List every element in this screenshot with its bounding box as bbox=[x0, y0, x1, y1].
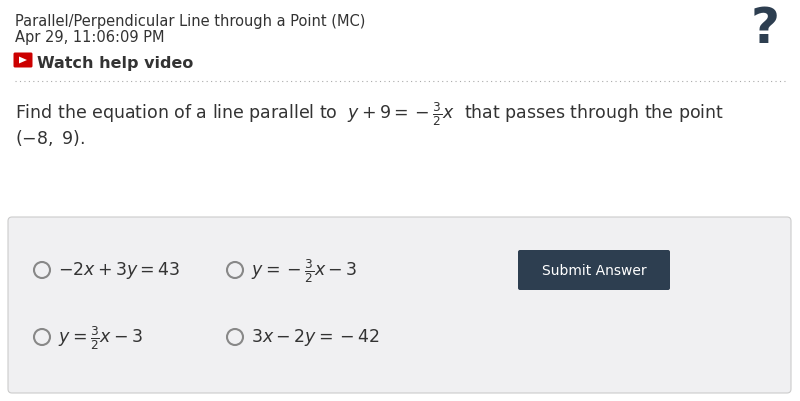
Text: $y = \frac{3}{2}x - 3$: $y = \frac{3}{2}x - 3$ bbox=[58, 323, 143, 351]
Text: $(-8,\ 9)$.: $(-8,\ 9)$. bbox=[15, 128, 86, 148]
Text: Parallel/Perpendicular Line through a Point (MC): Parallel/Perpendicular Line through a Po… bbox=[15, 14, 366, 29]
Text: Watch help video: Watch help video bbox=[37, 56, 194, 71]
Text: $-2x + 3y = 43$: $-2x + 3y = 43$ bbox=[58, 260, 181, 281]
FancyBboxPatch shape bbox=[8, 217, 791, 393]
Text: Find the equation of a line parallel to  $y + 9 = -\frac{3}{2}x$  that passes th: Find the equation of a line parallel to … bbox=[15, 100, 724, 127]
Text: ?: ? bbox=[750, 5, 779, 53]
Text: $y = -\frac{3}{2}x - 3$: $y = -\frac{3}{2}x - 3$ bbox=[251, 257, 358, 284]
Text: Submit Answer: Submit Answer bbox=[542, 263, 646, 277]
FancyBboxPatch shape bbox=[14, 53, 33, 68]
Polygon shape bbox=[19, 57, 27, 64]
FancyBboxPatch shape bbox=[518, 250, 670, 290]
Text: Apr 29, 11:06:09 PM: Apr 29, 11:06:09 PM bbox=[15, 30, 165, 45]
Text: $3x - 2y = -42$: $3x - 2y = -42$ bbox=[251, 327, 380, 348]
